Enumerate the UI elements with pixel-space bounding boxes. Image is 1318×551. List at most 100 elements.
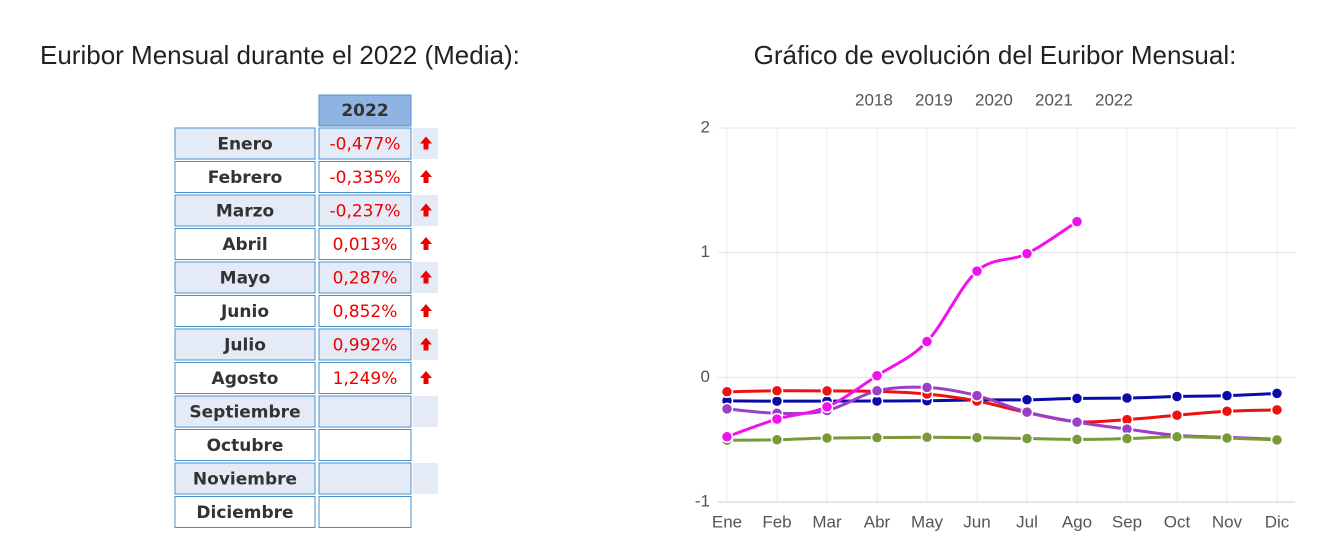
x-tick-label: Oct bbox=[1164, 512, 1191, 531]
legend-entry: 2022 bbox=[1095, 90, 1133, 109]
value-label: -0,335% bbox=[330, 168, 401, 188]
y-tick-label: 2 bbox=[701, 117, 710, 136]
series-line bbox=[726, 391, 1278, 403]
data-point bbox=[770, 433, 784, 447]
month-cell bbox=[174, 194, 316, 227]
data-point bbox=[1170, 430, 1184, 444]
month-label: Septiembre bbox=[189, 403, 300, 423]
x-tick-label: Ago bbox=[1062, 512, 1092, 531]
series-line bbox=[726, 435, 1278, 442]
month-label: Mayo bbox=[220, 269, 271, 289]
data-point bbox=[1220, 431, 1234, 445]
x-tick-label: Jul bbox=[1016, 512, 1038, 531]
value-cell bbox=[318, 395, 412, 428]
table-title: Euribor Mensual durante el 2022 (Media): bbox=[40, 40, 520, 70]
value-cell bbox=[318, 228, 412, 260]
data-point bbox=[720, 385, 734, 399]
month-label: Octubre bbox=[207, 436, 284, 456]
series-line bbox=[726, 220, 1078, 439]
up-arrow bbox=[420, 170, 432, 183]
data-point bbox=[1270, 387, 1284, 400]
month-cell bbox=[174, 261, 316, 294]
value-cell bbox=[318, 194, 412, 227]
data-point bbox=[1070, 433, 1084, 446]
month-cell bbox=[174, 462, 316, 495]
legend-entry: 2020 bbox=[975, 90, 1013, 109]
x-tick-label: Dic bbox=[1265, 512, 1290, 531]
data-point bbox=[1020, 405, 1034, 419]
data-point bbox=[820, 400, 834, 414]
month-cell bbox=[174, 328, 316, 361]
up-arrow bbox=[420, 270, 432, 284]
data-point bbox=[1220, 389, 1234, 402]
data-point bbox=[770, 384, 784, 398]
data-point bbox=[1020, 393, 1034, 407]
value-cell bbox=[318, 496, 412, 528]
data-point bbox=[1020, 432, 1034, 445]
up-arrow bbox=[420, 237, 432, 250]
value-cell bbox=[318, 429, 412, 461]
data-point bbox=[970, 389, 984, 402]
data-point bbox=[1070, 415, 1084, 429]
data-point bbox=[1070, 215, 1084, 228]
header-label: 2022 bbox=[341, 101, 388, 121]
x-tick-label: Abr bbox=[864, 512, 891, 531]
month-label: Agosto bbox=[212, 369, 279, 389]
value-cell bbox=[318, 161, 412, 193]
chart-title: Gráfico de evolución del Euribor Mensual… bbox=[754, 40, 1237, 70]
value-cell bbox=[318, 362, 412, 394]
data-point bbox=[970, 431, 984, 444]
value-cell bbox=[318, 295, 412, 327]
y-tick-label: 0 bbox=[701, 367, 710, 386]
month-label: Julio bbox=[223, 336, 266, 356]
data-point bbox=[770, 394, 784, 408]
up-arrow bbox=[420, 203, 432, 217]
data-point bbox=[920, 431, 934, 444]
value-label: -0,477% bbox=[330, 135, 401, 155]
month-label: Enero bbox=[217, 135, 272, 155]
month-cell bbox=[174, 362, 316, 394]
value-cell bbox=[318, 462, 412, 495]
x-tick-label: Feb bbox=[762, 512, 791, 531]
data-point bbox=[820, 384, 834, 398]
data-point bbox=[1270, 403, 1284, 417]
month-label: Diciembre bbox=[196, 503, 293, 523]
data-point bbox=[1070, 392, 1084, 405]
value-cell bbox=[318, 127, 412, 160]
value-label: 0,287% bbox=[333, 269, 398, 289]
month-cell bbox=[174, 395, 316, 428]
data-point bbox=[1120, 432, 1134, 445]
data-point bbox=[1020, 247, 1034, 260]
data-point bbox=[720, 430, 734, 444]
legend-entry: 2018 bbox=[855, 90, 893, 109]
y-tick-label: 1 bbox=[701, 242, 710, 261]
month-cell bbox=[174, 161, 316, 193]
x-tick-label: Mar bbox=[812, 512, 842, 531]
header-cell bbox=[318, 94, 412, 127]
x-tick-label: May bbox=[911, 512, 944, 531]
value-label: 1,249% bbox=[333, 369, 398, 389]
month-label: Junio bbox=[220, 302, 269, 322]
month-cell bbox=[174, 496, 316, 528]
month-label: Noviembre bbox=[193, 470, 297, 490]
arrow-cell bbox=[413, 463, 438, 494]
legend-entry: 2021 bbox=[1035, 90, 1073, 109]
month-label: Marzo bbox=[216, 202, 274, 222]
arrow-cell bbox=[413, 396, 438, 427]
up-arrow bbox=[420, 337, 432, 351]
month-cell bbox=[174, 429, 316, 461]
up-arrow bbox=[420, 304, 432, 317]
data-point bbox=[1270, 433, 1284, 447]
data-point bbox=[770, 412, 784, 426]
y-tick-label: -1 bbox=[695, 491, 710, 510]
data-point bbox=[720, 402, 734, 416]
x-tick-label: Jun bbox=[963, 512, 990, 531]
month-cell bbox=[174, 295, 316, 327]
value-label: -0,237% bbox=[330, 202, 401, 222]
data-point bbox=[1170, 390, 1184, 403]
legend-entry: 2019 bbox=[915, 90, 953, 109]
up-arrow bbox=[420, 371, 432, 384]
value-cell bbox=[318, 328, 412, 361]
x-tick-label: Nov bbox=[1212, 512, 1243, 531]
